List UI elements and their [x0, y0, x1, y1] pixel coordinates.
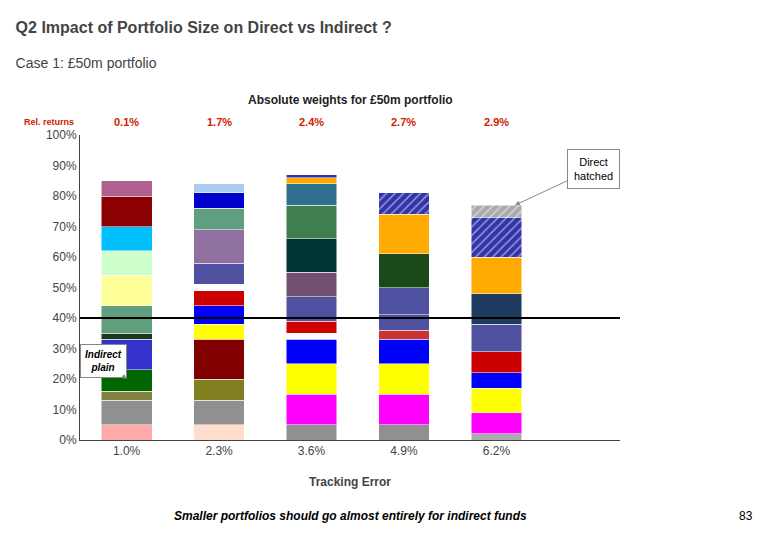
svg-text:Tracking Error: Tracking Error: [309, 475, 391, 489]
svg-text:Rel. returns: Rel. returns: [24, 117, 74, 127]
svg-text:10%: 10%: [53, 403, 77, 417]
svg-text:1.7%: 1.7%: [207, 116, 232, 128]
svg-text:Absolute weights for £50m port: Absolute weights for £50m portfolio: [248, 93, 453, 107]
svg-text:1.0%: 1.0%: [113, 444, 141, 458]
svg-text:83: 83: [739, 509, 753, 523]
svg-text:2.3%: 2.3%: [205, 444, 233, 458]
svg-text:2.4%: 2.4%: [299, 116, 324, 128]
svg-text:20%: 20%: [53, 372, 77, 386]
svg-text:6.2%: 6.2%: [483, 444, 511, 458]
svg-text:4.9%: 4.9%: [390, 444, 418, 458]
svg-text:3.6%: 3.6%: [298, 444, 326, 458]
svg-text:Q2 Impact of Portfolio Size on: Q2 Impact of Portfolio Size on Direct vs…: [16, 19, 392, 36]
svg-text:70%: 70%: [53, 220, 77, 234]
svg-text:60%: 60%: [53, 250, 77, 264]
svg-text:100%: 100%: [46, 128, 77, 142]
svg-text:30%: 30%: [53, 342, 77, 356]
svg-text:2.9%: 2.9%: [484, 116, 509, 128]
svg-text:90%: 90%: [53, 159, 77, 173]
svg-text:80%: 80%: [53, 189, 77, 203]
svg-text:2.7%: 2.7%: [391, 116, 416, 128]
svg-text:0.1%: 0.1%: [114, 116, 139, 128]
svg-text:50%: 50%: [53, 281, 77, 295]
svg-text:40%: 40%: [53, 311, 77, 325]
svg-text:0%: 0%: [59, 433, 77, 447]
svg-text:Indirectplain: Indirectplain: [85, 349, 122, 373]
svg-text:Directhatched: Directhatched: [574, 156, 613, 182]
svg-text:Case 1: £50m portfolio: Case 1: £50m portfolio: [16, 55, 157, 71]
svg-text:Smaller portfolios should go a: Smaller portfolios should go almost enti…: [174, 509, 527, 523]
